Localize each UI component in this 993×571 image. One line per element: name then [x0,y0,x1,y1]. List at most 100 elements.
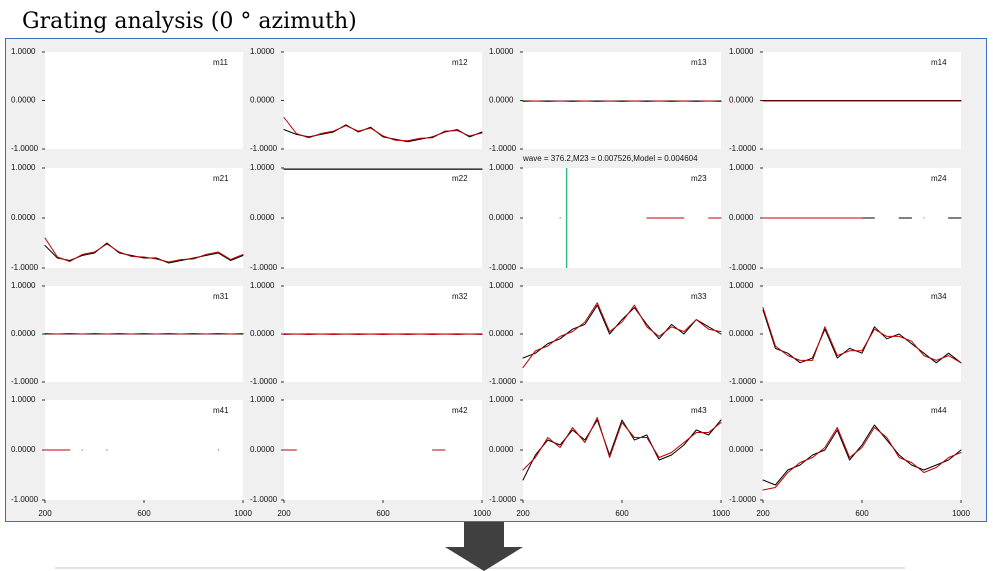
x-tick-label: 600 [376,509,390,518]
y-tick-label: 1.0000 [11,47,36,56]
y-tick-label: -1.0000 [729,144,757,153]
series-line [44,237,244,263]
series-line [522,304,722,359]
y-tick-label: 1.0000 [489,47,514,56]
plot-area [45,400,243,500]
y-tick-label: 0.0000 [729,213,754,222]
y-tick-label: 0.0000 [250,329,275,338]
y-tick-label: -1.0000 [729,377,757,386]
x-tick-label: 200 [756,509,770,518]
y-tick-label: 1.0000 [250,47,275,56]
x-tick-label: 1000 [234,509,252,518]
panel-title: m42 [452,406,468,415]
y-tick-label: 1.0000 [250,281,275,290]
y-tick-label: 0.0000 [729,445,754,454]
panel-title: m21 [213,174,229,183]
y-tick-label: 1.0000 [729,395,754,404]
y-tick-label: -1.0000 [489,377,517,386]
y-tick-label: 0.0000 [250,445,275,454]
x-tick-label: 600 [615,509,629,518]
y-tick-label: 0.0000 [250,96,275,105]
x-tick-label: 200 [38,509,52,518]
series-line [283,333,483,335]
series-line [762,427,962,491]
y-tick-label: -1.0000 [11,263,39,272]
y-tick-label: -1.0000 [11,377,39,386]
panel-title: m14 [931,58,947,67]
series-line [283,117,483,142]
plot-area [45,168,243,268]
cursor-readout: wave = 376.2,M23 = 0.007526,Model = 0.00… [522,154,698,163]
y-tick-label: 1.0000 [11,395,36,404]
y-tick-label: 0.0000 [11,445,36,454]
x-tick-label: 1000 [952,509,970,518]
y-tick-label: 0.0000 [729,329,754,338]
panel-title: m12 [452,58,468,67]
y-tick-label: -1.0000 [250,495,278,504]
y-tick-label: 0.0000 [250,213,275,222]
y-tick-label: -1.0000 [250,263,278,272]
y-tick-label: -1.0000 [489,263,517,272]
y-tick-label: 1.0000 [729,163,754,172]
panel-title: m32 [452,292,468,301]
series-line [44,333,244,335]
plot-area [523,400,721,500]
y-tick-label: 1.0000 [489,163,514,172]
x-tick-label: 200 [277,509,291,518]
series-line [762,424,962,486]
plot-area [523,286,721,382]
series-line [522,419,722,481]
y-tick-label: -1.0000 [11,495,39,504]
panel-title: m11 [213,58,229,67]
y-tick-label: 0.0000 [11,213,36,222]
x-tick-label: 600 [855,509,869,518]
y-tick-label: 1.0000 [250,163,275,172]
panel-title: m24 [931,174,947,183]
series-line [522,417,722,471]
series-line [762,309,962,364]
panel-title: m34 [931,292,947,301]
plot-area [45,52,243,149]
y-tick-label: -1.0000 [729,495,757,504]
plot-area [284,168,482,268]
y-tick-label: -1.0000 [489,495,517,504]
y-tick-label: 0.0000 [489,329,514,338]
panel-title: m44 [931,406,947,415]
y-tick-label: -1.0000 [729,263,757,272]
panel-title: m22 [452,174,468,183]
y-tick-label: 0.0000 [489,213,514,222]
y-tick-label: 1.0000 [489,395,514,404]
down-arrow [445,522,523,571]
panel-title: m13 [691,58,707,67]
y-tick-label: 1.0000 [489,281,514,290]
y-tick-label: 0.0000 [489,96,514,105]
y-tick-label: 0.0000 [11,329,36,338]
page-title: Grating analysis (0 ° azimuth) [22,9,357,34]
plot-area [284,400,482,500]
plot-area [763,286,961,382]
panel-title: m31 [213,292,229,301]
plot-area [284,52,482,149]
panel-title: m33 [691,292,707,301]
y-tick-label: -1.0000 [250,144,278,153]
y-tick-label: 1.0000 [729,47,754,56]
y-tick-label: 1.0000 [250,395,275,404]
series-line [522,302,722,369]
y-tick-label: 1.0000 [11,163,36,172]
plot-area [763,400,961,500]
y-tick-label: 0.0000 [489,445,514,454]
y-tick-label: 1.0000 [11,281,36,290]
y-tick-label: -1.0000 [250,377,278,386]
x-tick-label: 1000 [712,509,730,518]
y-tick-label: -1.0000 [11,144,39,153]
plot-area [523,168,721,268]
y-tick-label: 1.0000 [729,281,754,290]
y-tick-label: 0.0000 [11,96,36,105]
x-tick-label: 1000 [473,509,491,518]
series-line [762,307,962,364]
x-tick-label: 600 [137,509,151,518]
panel-title: m23 [691,174,707,183]
panel-title: m41 [213,406,229,415]
